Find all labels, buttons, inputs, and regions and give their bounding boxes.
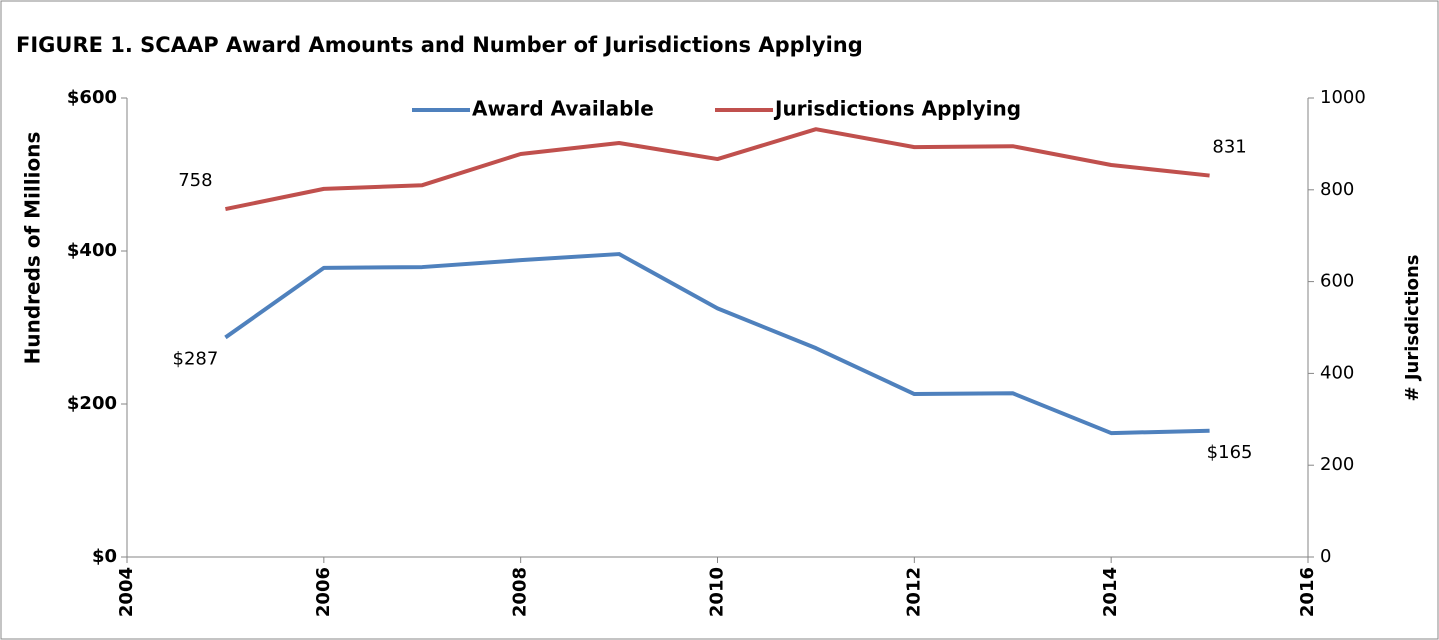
y-axis-label: Hundreds of Millions (21, 132, 45, 365)
x-tick-label: 2016 (1297, 567, 1318, 617)
y2-tick-label: 1000 (1320, 87, 1366, 108)
x-tick-label: 2010 (707, 567, 728, 617)
x-tick-label: 2004 (116, 567, 137, 617)
data-label: 831 (1212, 137, 1246, 158)
y2-tick-label: 0 (1320, 546, 1331, 567)
x-tick-label: 2012 (903, 567, 924, 617)
y-tick-label: $200 (67, 393, 117, 414)
y-tick-label: $400 (67, 240, 117, 261)
series-line (225, 127, 1210, 212)
data-label: $165 (1207, 442, 1253, 463)
y2-tick-label: 800 (1320, 179, 1354, 200)
x-tick-label: 2014 (1100, 567, 1121, 617)
chart-title: FIGURE 1. SCAAP Award Amounts and Number… (16, 33, 863, 57)
legend-label: Award Available (472, 97, 654, 121)
y2-tick-label: 600 (1320, 271, 1354, 292)
data-label: $287 (173, 348, 219, 369)
legend-label: Jurisdictions Applying (773, 97, 1021, 121)
y2-tick-label: 200 (1320, 454, 1354, 475)
x-tick-label: 2008 (510, 567, 531, 617)
x-tick-label: 2006 (313, 567, 334, 617)
y2-axis-label: # Jurisdictions (1402, 254, 1423, 401)
series-line (224, 252, 1210, 436)
data-label: 758 (178, 170, 212, 191)
y-tick-label: $600 (67, 87, 117, 108)
y-tick-label: $0 (92, 546, 117, 567)
y2-tick-label: 400 (1320, 362, 1354, 383)
